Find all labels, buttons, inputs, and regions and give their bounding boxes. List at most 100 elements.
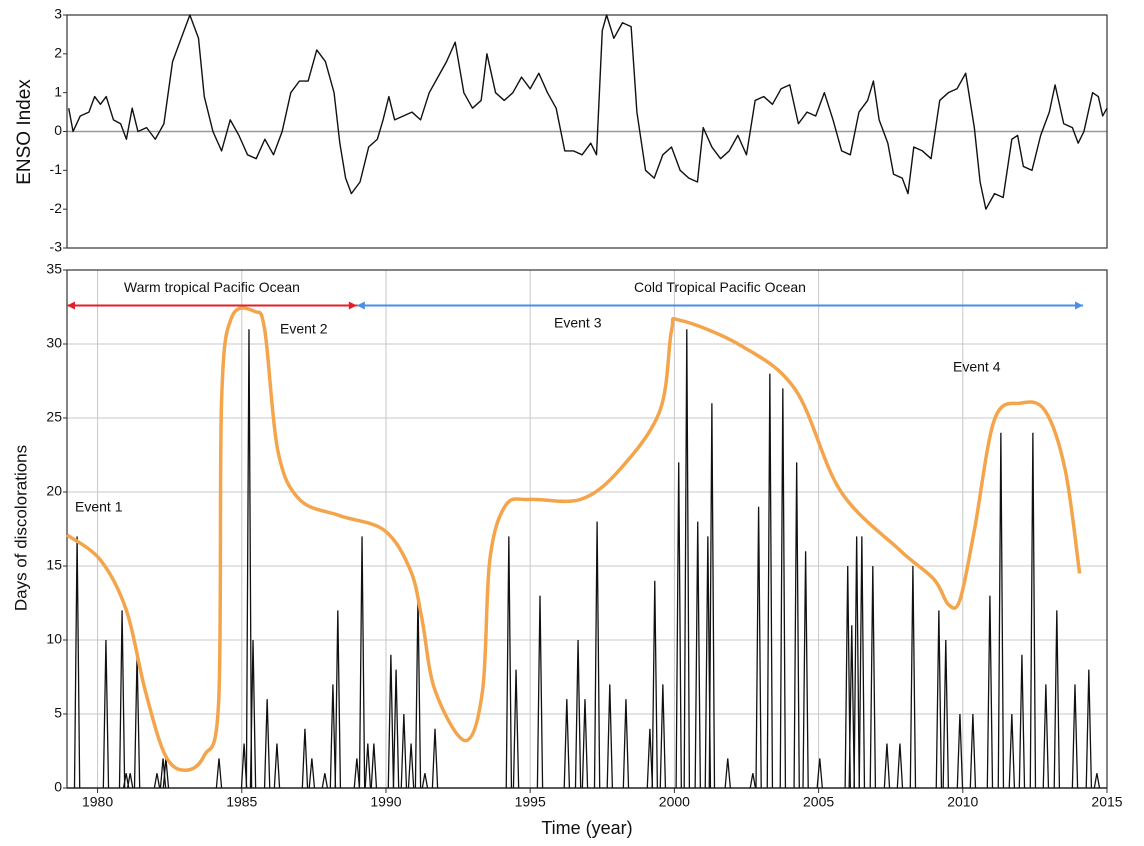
spike: [593, 521, 601, 789]
spike: [126, 773, 134, 789]
spike: [407, 743, 415, 789]
spike: [133, 654, 141, 789]
spike: [249, 639, 257, 789]
spike: [512, 669, 520, 789]
spike: [675, 462, 682, 789]
spike: [858, 536, 866, 789]
x-tick-label: 2015: [1091, 794, 1122, 810]
spike: [431, 728, 439, 789]
spike: [1085, 669, 1093, 789]
spike: [387, 654, 395, 789]
annotation: Event 1: [75, 499, 123, 515]
spike: [869, 565, 877, 789]
spike: [779, 388, 787, 789]
spike: [942, 639, 950, 789]
spike: [1071, 684, 1079, 789]
spike: [802, 551, 809, 789]
y-tick-label: 20: [46, 483, 62, 499]
y-tick-label: 30: [46, 335, 62, 351]
spike: [329, 684, 337, 789]
annotation: Event 3: [554, 315, 602, 331]
spike: [935, 610, 943, 789]
y-tick-label: 25: [46, 409, 62, 425]
spike: [1018, 654, 1026, 789]
x-tick-label: 1990: [370, 794, 401, 810]
spike: [708, 403, 716, 789]
y-tick-label: -1: [50, 161, 63, 177]
x-tick-label: 2000: [659, 794, 690, 810]
x-axis-label: Time (year): [541, 818, 632, 838]
spike: [844, 565, 851, 789]
spike: [563, 699, 571, 789]
period-label: Warm tropical Pacific Ocean: [124, 279, 300, 295]
spike: [370, 743, 378, 789]
spike: [1008, 713, 1016, 789]
spike: [622, 699, 630, 789]
spike: [308, 758, 316, 789]
spike: [301, 728, 309, 789]
spike: [118, 610, 126, 789]
spike: [162, 758, 170, 789]
spike: [659, 684, 667, 789]
spike: [263, 699, 271, 789]
spike: [392, 669, 400, 789]
spike: [969, 713, 977, 789]
spike: [883, 743, 891, 789]
x-tick-label: 2010: [947, 794, 978, 810]
y-tick-label: 35: [46, 261, 62, 277]
x-tick-label: 1985: [226, 794, 257, 810]
spike: [956, 713, 964, 789]
line: [68, 14, 1108, 210]
arrow-head: [356, 301, 365, 310]
spike: [986, 595, 994, 789]
arrow-head: [1075, 301, 1084, 310]
spike: [816, 758, 823, 789]
y-tick-label: 15: [46, 557, 62, 573]
spike: [102, 639, 110, 789]
spike: [273, 743, 281, 789]
y-axis-label: Days of discolorations: [11, 445, 30, 611]
spike: [574, 639, 582, 789]
y-axis-label: ENSO Index: [14, 79, 35, 185]
annotation: Event 2: [280, 321, 328, 337]
spike: [683, 329, 691, 789]
spike: [724, 758, 731, 789]
arrow-head: [348, 301, 357, 310]
spike: [997, 432, 1005, 789]
spike: [793, 462, 800, 789]
spike: [755, 506, 762, 789]
annotation: Event 4: [953, 359, 1001, 375]
spike: [1029, 432, 1037, 789]
y-tick-label: 3: [54, 6, 62, 22]
spike: [651, 580, 659, 789]
spike: [215, 758, 223, 789]
spike: [766, 373, 774, 789]
spike: [153, 773, 161, 789]
spike: [909, 565, 917, 789]
y-tick-label: 1: [54, 83, 62, 99]
spike: [73, 536, 81, 789]
spike: [240, 743, 248, 789]
period-label: Cold Tropical Pacific Ocean: [634, 279, 806, 295]
spike: [848, 625, 856, 789]
spike: [400, 713, 408, 789]
spike: [321, 773, 329, 789]
spike: [1093, 773, 1101, 789]
spike: [896, 743, 904, 789]
spike: [245, 329, 253, 789]
spike: [1042, 684, 1050, 789]
x-tick-label: 1995: [515, 794, 546, 810]
y-tick-label: -3: [50, 239, 63, 255]
spike: [694, 521, 701, 789]
y-tick-label: -2: [50, 200, 63, 216]
spike: [853, 536, 860, 789]
y-tick-label: 5: [54, 705, 62, 721]
spike: [364, 743, 372, 789]
plot-frame: [66, 14, 1108, 249]
spike: [505, 536, 513, 789]
spike: [646, 728, 654, 789]
spike: [358, 536, 366, 789]
trend-curve: [65, 306, 1082, 772]
x-tick-label: 1980: [82, 794, 113, 810]
